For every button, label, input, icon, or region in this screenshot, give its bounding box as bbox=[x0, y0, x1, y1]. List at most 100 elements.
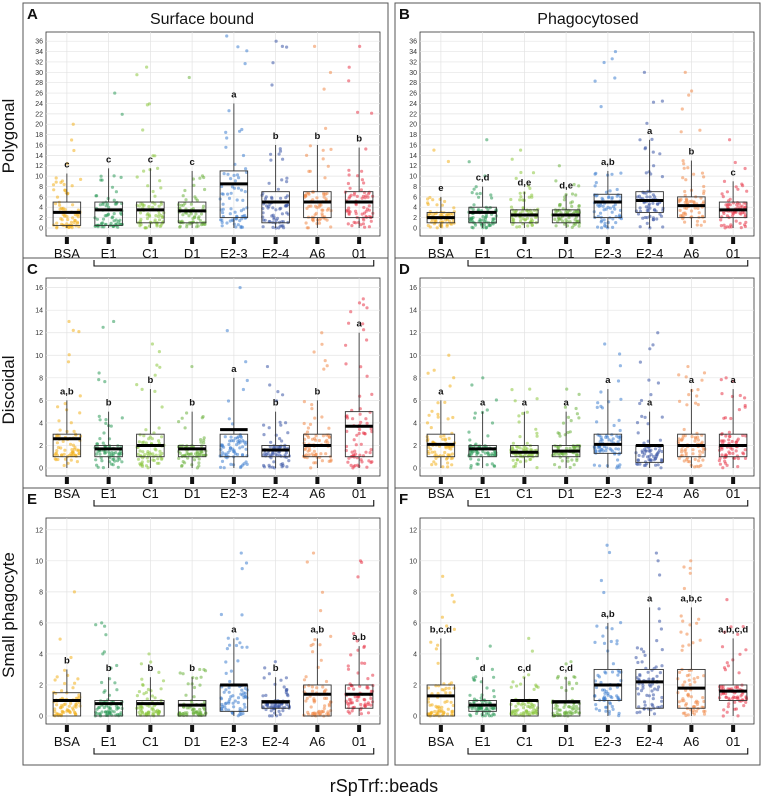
data-point bbox=[195, 711, 199, 715]
data-point bbox=[284, 421, 288, 425]
data-point bbox=[244, 447, 248, 451]
data-point bbox=[114, 190, 118, 194]
data-point bbox=[693, 680, 697, 684]
data-point bbox=[646, 422, 650, 426]
data-point bbox=[192, 707, 196, 711]
data-point bbox=[614, 447, 618, 451]
data-point bbox=[518, 219, 523, 223]
data-point bbox=[274, 399, 279, 403]
data-point bbox=[435, 226, 439, 230]
data-point bbox=[719, 692, 723, 696]
data-point bbox=[63, 213, 67, 217]
data-point bbox=[688, 566, 692, 570]
data-point bbox=[643, 415, 647, 419]
data-point bbox=[482, 223, 486, 227]
data-point bbox=[116, 706, 120, 710]
data-point bbox=[357, 220, 361, 225]
data-point bbox=[677, 456, 681, 460]
x-tick-mark bbox=[480, 237, 485, 244]
data-point bbox=[597, 708, 602, 713]
data-point bbox=[224, 688, 228, 692]
data-point bbox=[534, 427, 538, 431]
data-point-max bbox=[569, 660, 573, 664]
data-point bbox=[203, 669, 208, 673]
data-point bbox=[470, 217, 474, 221]
data-point bbox=[478, 191, 482, 196]
data-point bbox=[685, 632, 689, 636]
data-point bbox=[160, 456, 164, 460]
data-point bbox=[616, 379, 621, 383]
x-tick-mark bbox=[315, 237, 320, 244]
data-point-max bbox=[557, 164, 561, 168]
significance-letter: a bbox=[480, 398, 486, 409]
data-point bbox=[702, 175, 706, 179]
data-point bbox=[136, 452, 140, 456]
data-point bbox=[429, 426, 433, 430]
x-tick-mark bbox=[273, 237, 278, 244]
x-tick-mark bbox=[522, 237, 527, 244]
category-label: BSA bbox=[54, 734, 80, 749]
data-point bbox=[720, 685, 724, 689]
data-point bbox=[472, 416, 477, 420]
data-point bbox=[593, 679, 598, 683]
data-point bbox=[568, 430, 572, 434]
data-point bbox=[139, 217, 143, 221]
data-point-max bbox=[273, 660, 277, 664]
data-point bbox=[233, 452, 238, 456]
data-point bbox=[427, 212, 431, 216]
panel-letter: F bbox=[399, 491, 408, 508]
data-point bbox=[736, 456, 741, 461]
data-point bbox=[436, 691, 440, 696]
data-point bbox=[178, 671, 182, 675]
data-point bbox=[644, 171, 648, 175]
group-bracket bbox=[93, 500, 375, 507]
data-point bbox=[486, 434, 490, 438]
data-point bbox=[734, 219, 738, 223]
data-point bbox=[692, 677, 696, 681]
data-point bbox=[479, 453, 483, 457]
data-point bbox=[220, 224, 224, 228]
data-point bbox=[647, 677, 651, 681]
data-point bbox=[199, 675, 203, 679]
data-point bbox=[735, 686, 740, 690]
data-point bbox=[426, 223, 430, 228]
data-point bbox=[613, 207, 617, 211]
data-point-max bbox=[112, 319, 116, 324]
data-point bbox=[639, 689, 644, 693]
data-point bbox=[158, 453, 162, 457]
data-point bbox=[576, 707, 581, 711]
data-point bbox=[611, 662, 616, 666]
data-point bbox=[198, 176, 202, 180]
points-A6 bbox=[677, 70, 707, 227]
x-tick-mark bbox=[564, 725, 569, 732]
data-point bbox=[103, 380, 107, 384]
data-point-max bbox=[527, 636, 531, 641]
data-point bbox=[138, 211, 143, 215]
data-point bbox=[440, 615, 444, 619]
data-point bbox=[572, 463, 576, 467]
data-point bbox=[693, 439, 697, 443]
data-point bbox=[688, 623, 692, 627]
panel-letter: E bbox=[27, 491, 37, 508]
data-point bbox=[565, 224, 570, 228]
data-point bbox=[75, 221, 80, 225]
points-A6 bbox=[302, 331, 333, 470]
data-point bbox=[315, 196, 319, 200]
data-point bbox=[233, 699, 237, 703]
y-tick-label: 10 bbox=[35, 353, 43, 360]
y-tick-label: 12 bbox=[409, 330, 417, 337]
data-point bbox=[563, 405, 568, 409]
significance-letter: b bbox=[64, 655, 70, 666]
data-point bbox=[237, 176, 241, 180]
data-point bbox=[185, 411, 189, 415]
data-point bbox=[201, 204, 206, 208]
data-point bbox=[615, 639, 619, 643]
data-point bbox=[649, 453, 653, 457]
data-point bbox=[601, 198, 605, 202]
data-point bbox=[645, 195, 649, 199]
data-point bbox=[267, 672, 271, 676]
data-point bbox=[519, 195, 523, 199]
data-point bbox=[241, 708, 245, 712]
data-point bbox=[700, 171, 705, 175]
data-point bbox=[281, 393, 285, 397]
